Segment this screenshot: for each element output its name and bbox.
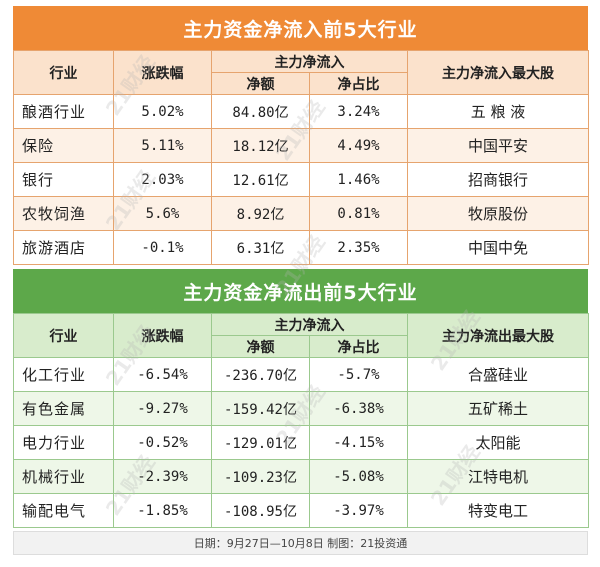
table-row: 电力行业 -0.52% -129.01亿 -4.15% 太阳能	[13, 425, 589, 460]
change-cell: -0.52%	[113, 425, 212, 460]
header-net-inflow-group: 主力净流入	[211, 50, 408, 73]
net-cell: -108.95亿	[211, 493, 310, 528]
change-cell: -0.1%	[113, 230, 212, 265]
top-stock-cell: 合盛硅业	[407, 357, 589, 392]
header-net-ratio: 净占比	[309, 72, 408, 95]
header-change: 涨跌幅	[113, 50, 212, 95]
table-row: 银行 2.03% 12.61亿 1.46% 招商银行	[13, 162, 589, 197]
net-cell: 18.12亿	[211, 128, 310, 163]
outflow-table: 行业 涨跌幅 主力净流入 主力净流出最大股 净额 净占比 化工行业 -6.54%…	[13, 313, 589, 528]
industry-cell: 有色金属	[13, 391, 114, 426]
ratio-cell: 0.81%	[309, 196, 408, 231]
top-stock-cell: 五矿稀土	[407, 391, 589, 426]
ratio-cell: -4.15%	[309, 425, 408, 460]
table-row: 机械行业 -2.39% -109.23亿 -5.08% 江特电机	[13, 459, 589, 494]
header-industry: 行业	[13, 313, 114, 358]
top-stock-cell: 中国中免	[407, 230, 589, 265]
change-cell: 5.02%	[113, 94, 212, 129]
net-cell: -129.01亿	[211, 425, 310, 460]
net-cell: -159.42亿	[211, 391, 310, 426]
industry-cell: 电力行业	[13, 425, 114, 460]
table-row: 酿酒行业 5.02% 84.80亿 3.24% 五 粮 液	[13, 94, 589, 129]
ratio-cell: 1.46%	[309, 162, 408, 197]
header-change: 涨跌幅	[113, 313, 212, 358]
header-net-amount: 净额	[211, 72, 310, 95]
industry-cell: 输配电气	[13, 493, 114, 528]
ratio-cell: 3.24%	[309, 94, 408, 129]
footer-caption: 日期：9月27日—10月8日 制图：21投资通	[13, 531, 588, 555]
ratio-cell: 4.49%	[309, 128, 408, 163]
header-net-inflow-group: 主力净流入	[211, 313, 408, 336]
top-stock-cell: 牧原股份	[407, 196, 589, 231]
ratio-cell: -3.97%	[309, 493, 408, 528]
net-cell: 6.31亿	[211, 230, 310, 265]
change-cell: 2.03%	[113, 162, 212, 197]
header-top-stock: 主力净流入最大股	[407, 50, 589, 95]
ratio-cell: -5.08%	[309, 459, 408, 494]
header-net-ratio: 净占比	[309, 335, 408, 358]
table-row: 农牧饲渔 5.6% 8.92亿 0.81% 牧原股份	[13, 196, 589, 231]
industry-cell: 化工行业	[13, 357, 114, 392]
net-cell: 84.80亿	[211, 94, 310, 129]
table-row: 旅游酒店 -0.1% 6.31亿 2.35% 中国中免	[13, 230, 589, 265]
top-stock-cell: 招商银行	[407, 162, 589, 197]
net-cell: -109.23亿	[211, 459, 310, 494]
net-cell: -236.70亿	[211, 357, 310, 392]
change-cell: -9.27%	[113, 391, 212, 426]
inflow-table: 行业 涨跌幅 主力净流入 主力净流入最大股 净额 净占比 酿酒行业 5.02% …	[13, 50, 589, 265]
ratio-cell: -6.38%	[309, 391, 408, 426]
header-top-stock: 主力净流出最大股	[407, 313, 589, 358]
change-cell: -1.85%	[113, 493, 212, 528]
change-cell: 5.6%	[113, 196, 212, 231]
top-stock-cell: 中国平安	[407, 128, 589, 163]
table-row: 输配电气 -1.85% -108.95亿 -3.97% 特变电工	[13, 493, 589, 528]
industry-cell: 保险	[13, 128, 114, 163]
top-stock-cell: 江特电机	[407, 459, 589, 494]
top-stock-cell: 太阳能	[407, 425, 589, 460]
table-row: 有色金属 -9.27% -159.42亿 -6.38% 五矿稀土	[13, 391, 589, 426]
change-cell: 5.11%	[113, 128, 212, 163]
industry-cell: 酿酒行业	[13, 94, 114, 129]
top-stock-cell: 特变电工	[407, 493, 589, 528]
inflow-title: 主力资金净流入前5大行业	[13, 6, 588, 50]
top-stock-cell: 五 粮 液	[407, 94, 589, 129]
ratio-cell: -5.7%	[309, 357, 408, 392]
outflow-title: 主力资金净流出前5大行业	[13, 269, 588, 313]
industry-cell: 机械行业	[13, 459, 114, 494]
table-row: 保险 5.11% 18.12亿 4.49% 中国平安	[13, 128, 589, 163]
industry-cell: 银行	[13, 162, 114, 197]
header-net-amount: 净额	[211, 335, 310, 358]
change-cell: -6.54%	[113, 357, 212, 392]
change-cell: -2.39%	[113, 459, 212, 494]
net-cell: 8.92亿	[211, 196, 310, 231]
table-row: 化工行业 -6.54% -236.70亿 -5.7% 合盛硅业	[13, 357, 589, 392]
industry-cell: 农牧饲渔	[13, 196, 114, 231]
header-industry: 行业	[13, 50, 114, 95]
ratio-cell: 2.35%	[309, 230, 408, 265]
net-cell: 12.61亿	[211, 162, 310, 197]
industry-cell: 旅游酒店	[13, 230, 114, 265]
